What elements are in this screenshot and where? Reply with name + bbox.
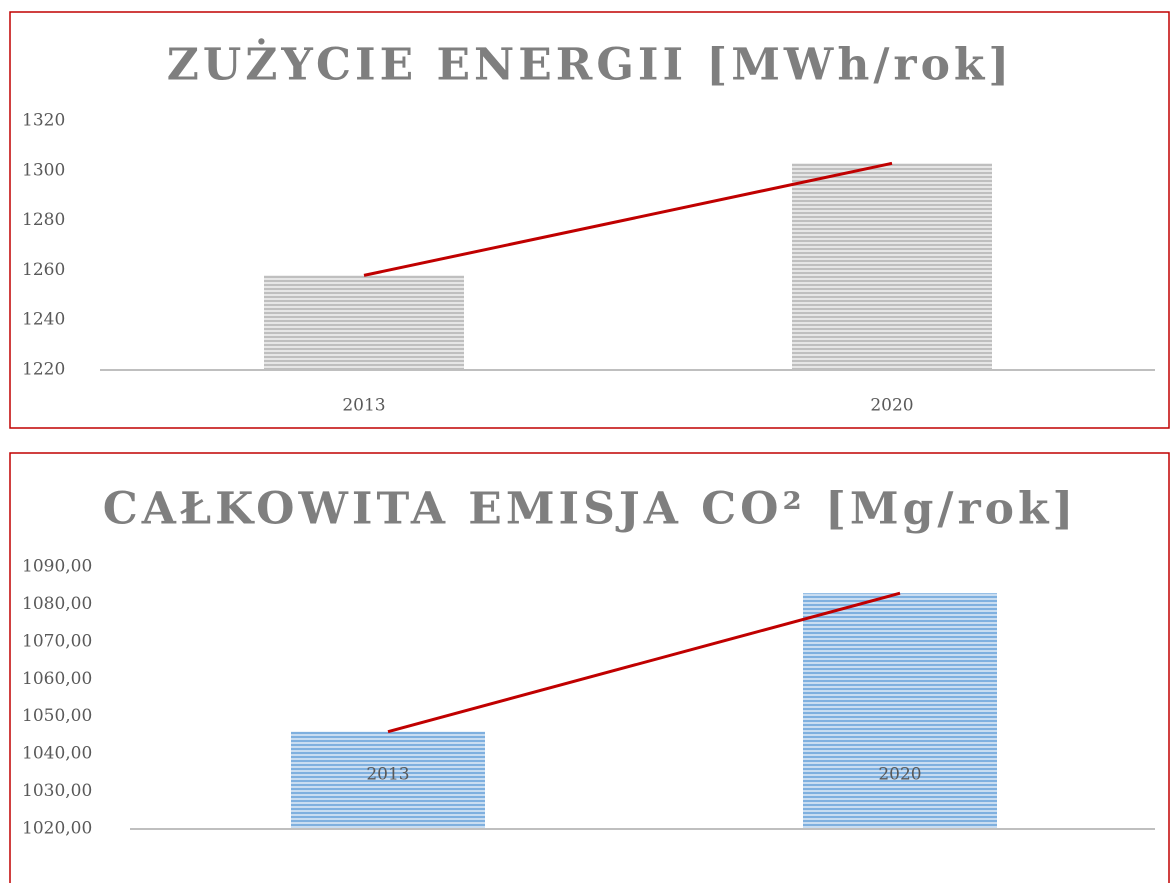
y-tick-label: 1060,00 xyxy=(22,669,92,689)
y-tick-label: 1040,00 xyxy=(22,744,92,764)
y-tick-label: 1070,00 xyxy=(22,631,92,651)
y-tick-label: 1240 xyxy=(22,310,65,330)
y-tick-label: 1320 xyxy=(22,111,65,131)
bar xyxy=(792,163,992,370)
y-tick-label: 1220 xyxy=(22,360,65,380)
y-tick-label: 1280 xyxy=(22,210,65,230)
x-tick-label: 2020 xyxy=(870,396,913,416)
bar xyxy=(264,275,464,370)
trend-line xyxy=(387,591,901,734)
bar xyxy=(291,731,485,829)
y-tick-label: 1050,00 xyxy=(22,706,92,726)
y-tick-label: 1300 xyxy=(22,160,65,180)
y-tick-label: 1030,00 xyxy=(22,781,92,801)
chart-frame xyxy=(9,11,1170,429)
bar xyxy=(803,593,997,829)
chart-title: CAŁKOWITA EMISJA CO² [Mg/rok] xyxy=(103,484,1078,535)
y-tick-label: 1080,00 xyxy=(22,594,92,614)
x-tick-label: 2013 xyxy=(366,765,409,785)
y-tick-label: 1260 xyxy=(22,260,65,280)
x-tick-label: 2020 xyxy=(878,765,921,785)
trend-line xyxy=(363,161,893,277)
x-tick-label: 2013 xyxy=(342,396,385,416)
y-tick-label: 1090,00 xyxy=(22,557,92,577)
chart-frame xyxy=(9,452,1170,883)
chart-title: ZUŻYCIE ENERGII [MWh/rok] xyxy=(167,37,1013,91)
y-tick-label: 1020,00 xyxy=(22,819,92,839)
